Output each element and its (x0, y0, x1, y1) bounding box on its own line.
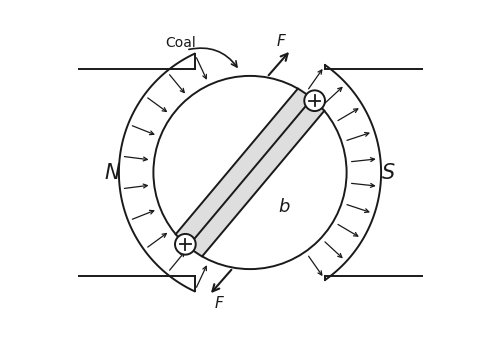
Text: S: S (382, 162, 394, 183)
Circle shape (304, 90, 325, 111)
Text: N: N (104, 162, 120, 183)
Text: F: F (215, 296, 224, 311)
Circle shape (175, 234, 196, 255)
Text: F: F (276, 34, 285, 49)
Polygon shape (176, 89, 312, 246)
Text: Coal: Coal (166, 36, 196, 50)
Text: b: b (279, 198, 290, 216)
Polygon shape (188, 99, 324, 256)
